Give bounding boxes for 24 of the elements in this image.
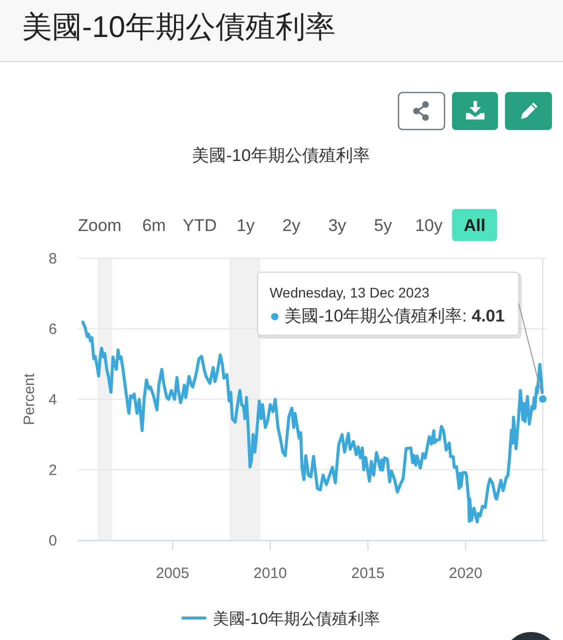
y-tick-label: 4 (48, 391, 57, 408)
range-button-label: 2y (282, 216, 300, 235)
x-tick-label: 2005 (156, 565, 190, 582)
legend-label: 美國-10年期公債殖利率 (212, 611, 380, 628)
y-tick-label: 6 (48, 320, 57, 338)
range-button-label: 5y (374, 216, 392, 235)
range-button-label: 3y (328, 216, 346, 235)
range-button-label: 10y (415, 216, 442, 235)
annotation: Wednesday, 13 Dec 2023 ● 美國-10年期公債殖利率: 4.01 (270, 284, 505, 326)
y-axis-title: Percent (21, 372, 38, 426)
x-tick-label: 2010 (254, 565, 287, 582)
tooltip: Wednesday, 13 Dec 2023 ● 美國-10年期公債殖利率: 4.01 (257, 272, 522, 339)
chart-title: 美國-10年期公債殖利率 (22, 11, 336, 44)
x-tick-label: 2020 (448, 565, 482, 582)
range-label: Zoom (78, 216, 122, 235)
chart-subtitle: 美國-10年期公債殖利率 (192, 146, 370, 165)
range-button-label: 6m (142, 216, 166, 235)
range-button-label: All (464, 216, 486, 235)
y-tick-label: 8 (48, 250, 57, 268)
range-button-label: YTD (182, 216, 217, 235)
y-tick-label: 0 (48, 532, 57, 550)
x-tick-label: 2015 (351, 565, 385, 582)
y-tick-label: 2 (48, 462, 57, 479)
range-button-label: 1y (236, 216, 255, 235)
